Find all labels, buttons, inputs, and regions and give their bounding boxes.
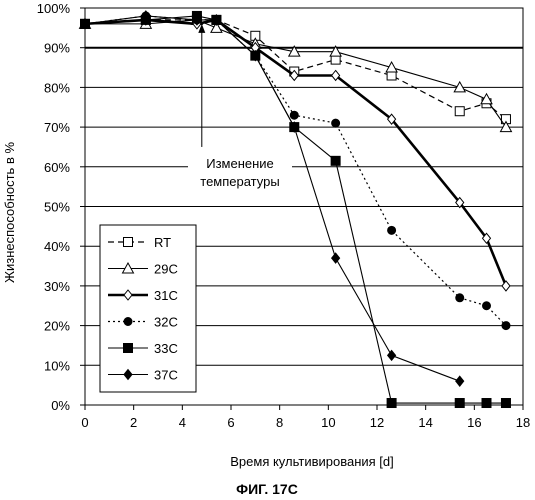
data-point-33c (482, 399, 491, 408)
x-tick-label: 0 (81, 415, 88, 430)
data-point-32c (290, 111, 298, 119)
y-tick-label: 100% (37, 1, 71, 16)
legend-swatch-marker (124, 238, 133, 247)
series-rt (81, 15, 511, 123)
data-point-37c (456, 376, 464, 386)
y-tick-label: 30% (44, 279, 70, 294)
legend-label: 37C (154, 368, 178, 383)
legend-label: 33C (154, 341, 178, 356)
legend-box (100, 225, 196, 392)
legend-swatch-marker (124, 344, 133, 353)
y-tick-label: 40% (44, 239, 70, 254)
data-point-33c (501, 399, 510, 408)
x-axis-title: Время культивирования [d] (230, 454, 394, 469)
legend-label: 32C (154, 315, 178, 330)
data-point-32c (502, 322, 510, 330)
x-tick-label: 4 (179, 415, 186, 430)
y-tick-label: 60% (44, 160, 70, 175)
x-tick-label: 6 (227, 415, 234, 430)
data-point-37c (332, 253, 340, 263)
y-axis-title: Жизнеспособность в % (2, 142, 17, 283)
legend-label: 31C (154, 288, 178, 303)
x-tick-label: 16 (467, 415, 481, 430)
x-tick-label: 2 (130, 415, 137, 430)
x-tick-label: 8 (276, 415, 283, 430)
x-axis: 0 2 4 6 8 10 12 14 16 18 (81, 405, 530, 430)
y-tick-label: 70% (44, 120, 70, 135)
y-tick-label: 0% (51, 398, 70, 413)
data-point-29c (386, 62, 397, 72)
y-tick-label: 20% (44, 319, 70, 334)
legend: RT 29C 31C 32C 33C 37C (100, 225, 196, 392)
y-tick-label: 50% (44, 200, 70, 215)
y-axis: 0% 10% 20% 30% 40% 50% 60% 70% 80% 90% 100% (37, 1, 85, 413)
data-point-32c (388, 226, 396, 234)
data-point-rt (455, 107, 464, 116)
x-tick-label: 12 (370, 415, 384, 430)
figure-caption: ФИГ. 17C (236, 481, 298, 497)
data-point-32c (332, 119, 340, 127)
temperature-change-annotation: Изменение температуры (188, 24, 292, 191)
legend-label: RT (154, 235, 171, 250)
y-tick-label: 10% (44, 358, 70, 373)
data-point-37c (388, 350, 396, 360)
y-tick-label: 80% (44, 80, 70, 95)
data-point-32c (483, 302, 491, 310)
data-point-33c (387, 399, 396, 408)
data-point-33c (331, 156, 340, 165)
annotation-text-line2: температуры (200, 174, 279, 189)
legend-swatch-marker (124, 318, 132, 326)
legend-label: 29C (154, 262, 178, 277)
annotation-text-line1: Изменение (206, 156, 274, 171)
y-tick-label: 90% (44, 41, 70, 56)
x-tick-label: 10 (321, 415, 335, 430)
data-point-33c (455, 399, 464, 408)
x-tick-label: 18 (516, 415, 530, 430)
data-point-32c (456, 294, 464, 302)
x-tick-label: 14 (418, 415, 432, 430)
